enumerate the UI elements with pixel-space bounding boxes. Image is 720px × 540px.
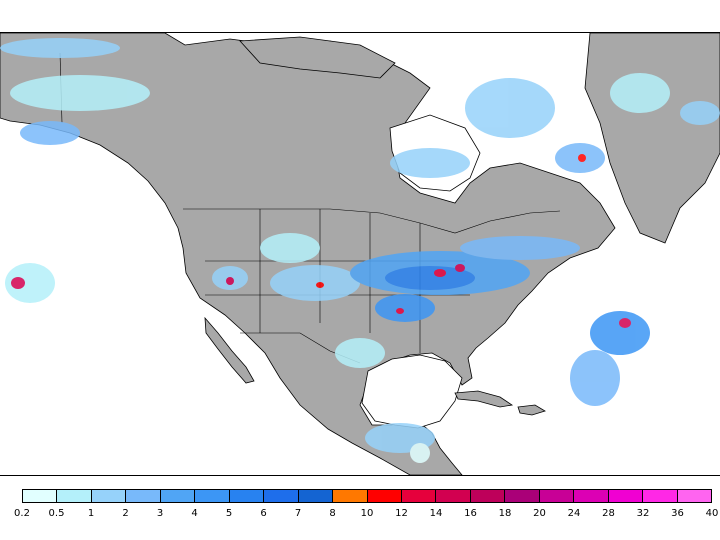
legend-swatch <box>195 490 230 502</box>
legend-swatch <box>401 490 437 502</box>
landmass-cuba <box>454 390 514 408</box>
legend-label: 28 <box>602 508 615 519</box>
legend-swatch <box>229 490 265 502</box>
map-canvas <box>0 33 720 475</box>
legend-swatch <box>126 490 161 502</box>
legend-swatch <box>333 490 368 502</box>
landmass-hispaniola <box>517 404 546 416</box>
legend-label: 7 <box>294 508 302 519</box>
landmass-arctic-islands <box>239 36 396 79</box>
legend-swatch <box>264 490 299 502</box>
legend-swatch <box>91 490 127 502</box>
legend-swatch <box>57 490 92 502</box>
legend-swatch <box>436 490 471 502</box>
legend-label: 14 <box>429 508 443 519</box>
legend-label: 36 <box>671 508 684 519</box>
legend-label: 8 <box>329 508 336 519</box>
legend-label: 0.2 <box>14 508 30 519</box>
legend-label: 40 <box>705 508 719 519</box>
legend-label: 3 <box>156 508 164 519</box>
legend-swatch <box>298 490 334 502</box>
color-legend-labels: 0.2 0.5 1 2 3 4 5 6 7 8 10 12 14 16 18 20 24 28 32 36 40 <box>0 508 720 524</box>
legend-label: 6 <box>260 508 267 519</box>
gulf-of-mexico <box>361 354 463 429</box>
legend-swatch <box>677 490 712 502</box>
legend-label: 24 <box>567 508 581 519</box>
legend-label: 2 <box>122 508 129 519</box>
legend-swatch <box>23 490 58 502</box>
legend-swatch <box>470 490 506 502</box>
legend-swatch <box>608 490 644 502</box>
legend-swatch <box>574 490 609 502</box>
legend-label: 0.5 <box>48 508 65 519</box>
legend-swatch <box>505 490 540 502</box>
legend-label: 18 <box>498 508 512 519</box>
legend-label: 12 <box>395 508 408 519</box>
color-legend-bar <box>22 489 712 503</box>
legend-label: 10 <box>360 508 374 519</box>
legend-label: 16 <box>464 508 477 519</box>
legend-swatch <box>367 490 402 502</box>
legend-label: 32 <box>636 508 650 519</box>
legend-swatch <box>160 490 196 502</box>
precipitation-map <box>0 32 720 476</box>
legend-label: 5 <box>225 508 233 519</box>
legend-swatch <box>643 490 678 502</box>
legend-label: 20 <box>533 508 546 519</box>
landmass-baja <box>204 316 255 384</box>
legend-swatch <box>539 490 575 502</box>
legend-label: 1 <box>87 508 95 519</box>
precipitation-layer <box>0 38 720 463</box>
legend-label: 4 <box>191 508 198 519</box>
